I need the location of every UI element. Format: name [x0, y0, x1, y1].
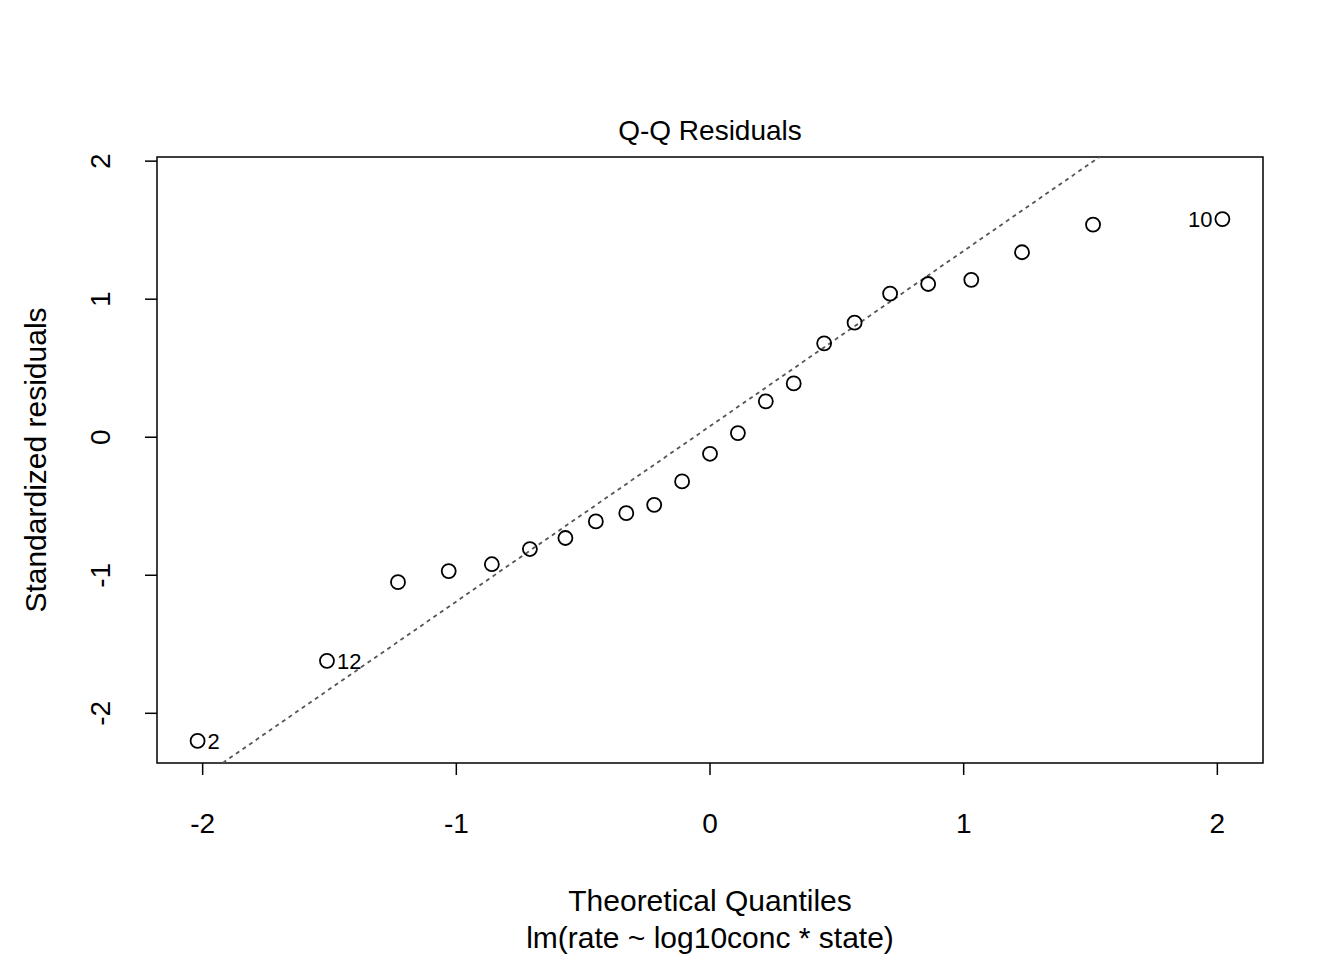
point: [883, 287, 897, 301]
x-axis-label: Theoretical Quantiles: [568, 884, 851, 917]
x-tick: [963, 763, 965, 775]
point: [675, 474, 689, 488]
point: [921, 277, 935, 291]
point-label: 12: [337, 649, 361, 674]
x-tick: [1217, 763, 1219, 775]
y-tick-label: 1: [85, 291, 116, 307]
subtitle: lm(rate ~ log10conc * state): [526, 921, 894, 954]
y-tick: [145, 436, 157, 438]
plot-frame: [157, 157, 1263, 763]
point: [759, 394, 773, 408]
x-tick-label: -2: [190, 808, 215, 839]
point: [523, 542, 537, 556]
point: [848, 316, 862, 330]
background: [0, 0, 1344, 960]
point: [619, 506, 633, 520]
point: [1086, 218, 1100, 232]
y-tick-label: 2: [85, 153, 116, 169]
point: [391, 575, 405, 589]
y-tick-label: -1: [85, 563, 116, 588]
y-tick: [145, 298, 157, 300]
x-tick-label: -1: [444, 808, 469, 839]
y-tick: [145, 713, 157, 715]
x-tick: [709, 763, 711, 775]
point: [442, 564, 456, 578]
x-tick-label: 2: [1210, 808, 1226, 839]
chart: Q-Q Residuals Theoretical Quantiles lm(rat…: [0, 0, 1344, 960]
plot-area: [157, 157, 1263, 763]
point: [964, 273, 978, 287]
y-axis-label: Standardized residuals: [19, 307, 52, 612]
y-tick: [145, 160, 157, 162]
point-label: 10: [1188, 207, 1212, 232]
point: [1015, 245, 1029, 259]
reference-line: [157, 157, 1263, 763]
point: [1215, 212, 1229, 226]
y-tick-label: -2: [85, 701, 116, 726]
point: [485, 557, 499, 571]
point: [558, 531, 572, 545]
y-tick-label: 0: [85, 429, 116, 445]
x-tick-label: 0: [702, 808, 718, 839]
title: Q-Q Residuals: [618, 115, 802, 146]
point: [787, 376, 801, 390]
x-tick: [456, 763, 458, 775]
point: [703, 447, 717, 461]
y-tick: [145, 575, 157, 577]
x-tick-label: 1: [956, 808, 972, 839]
point-label: 2: [208, 729, 220, 754]
x-tick: [202, 763, 204, 775]
point: [731, 426, 745, 440]
point: [817, 336, 831, 350]
point: [191, 734, 205, 748]
point: [320, 654, 334, 668]
point: [647, 498, 661, 512]
point: [589, 514, 603, 528]
